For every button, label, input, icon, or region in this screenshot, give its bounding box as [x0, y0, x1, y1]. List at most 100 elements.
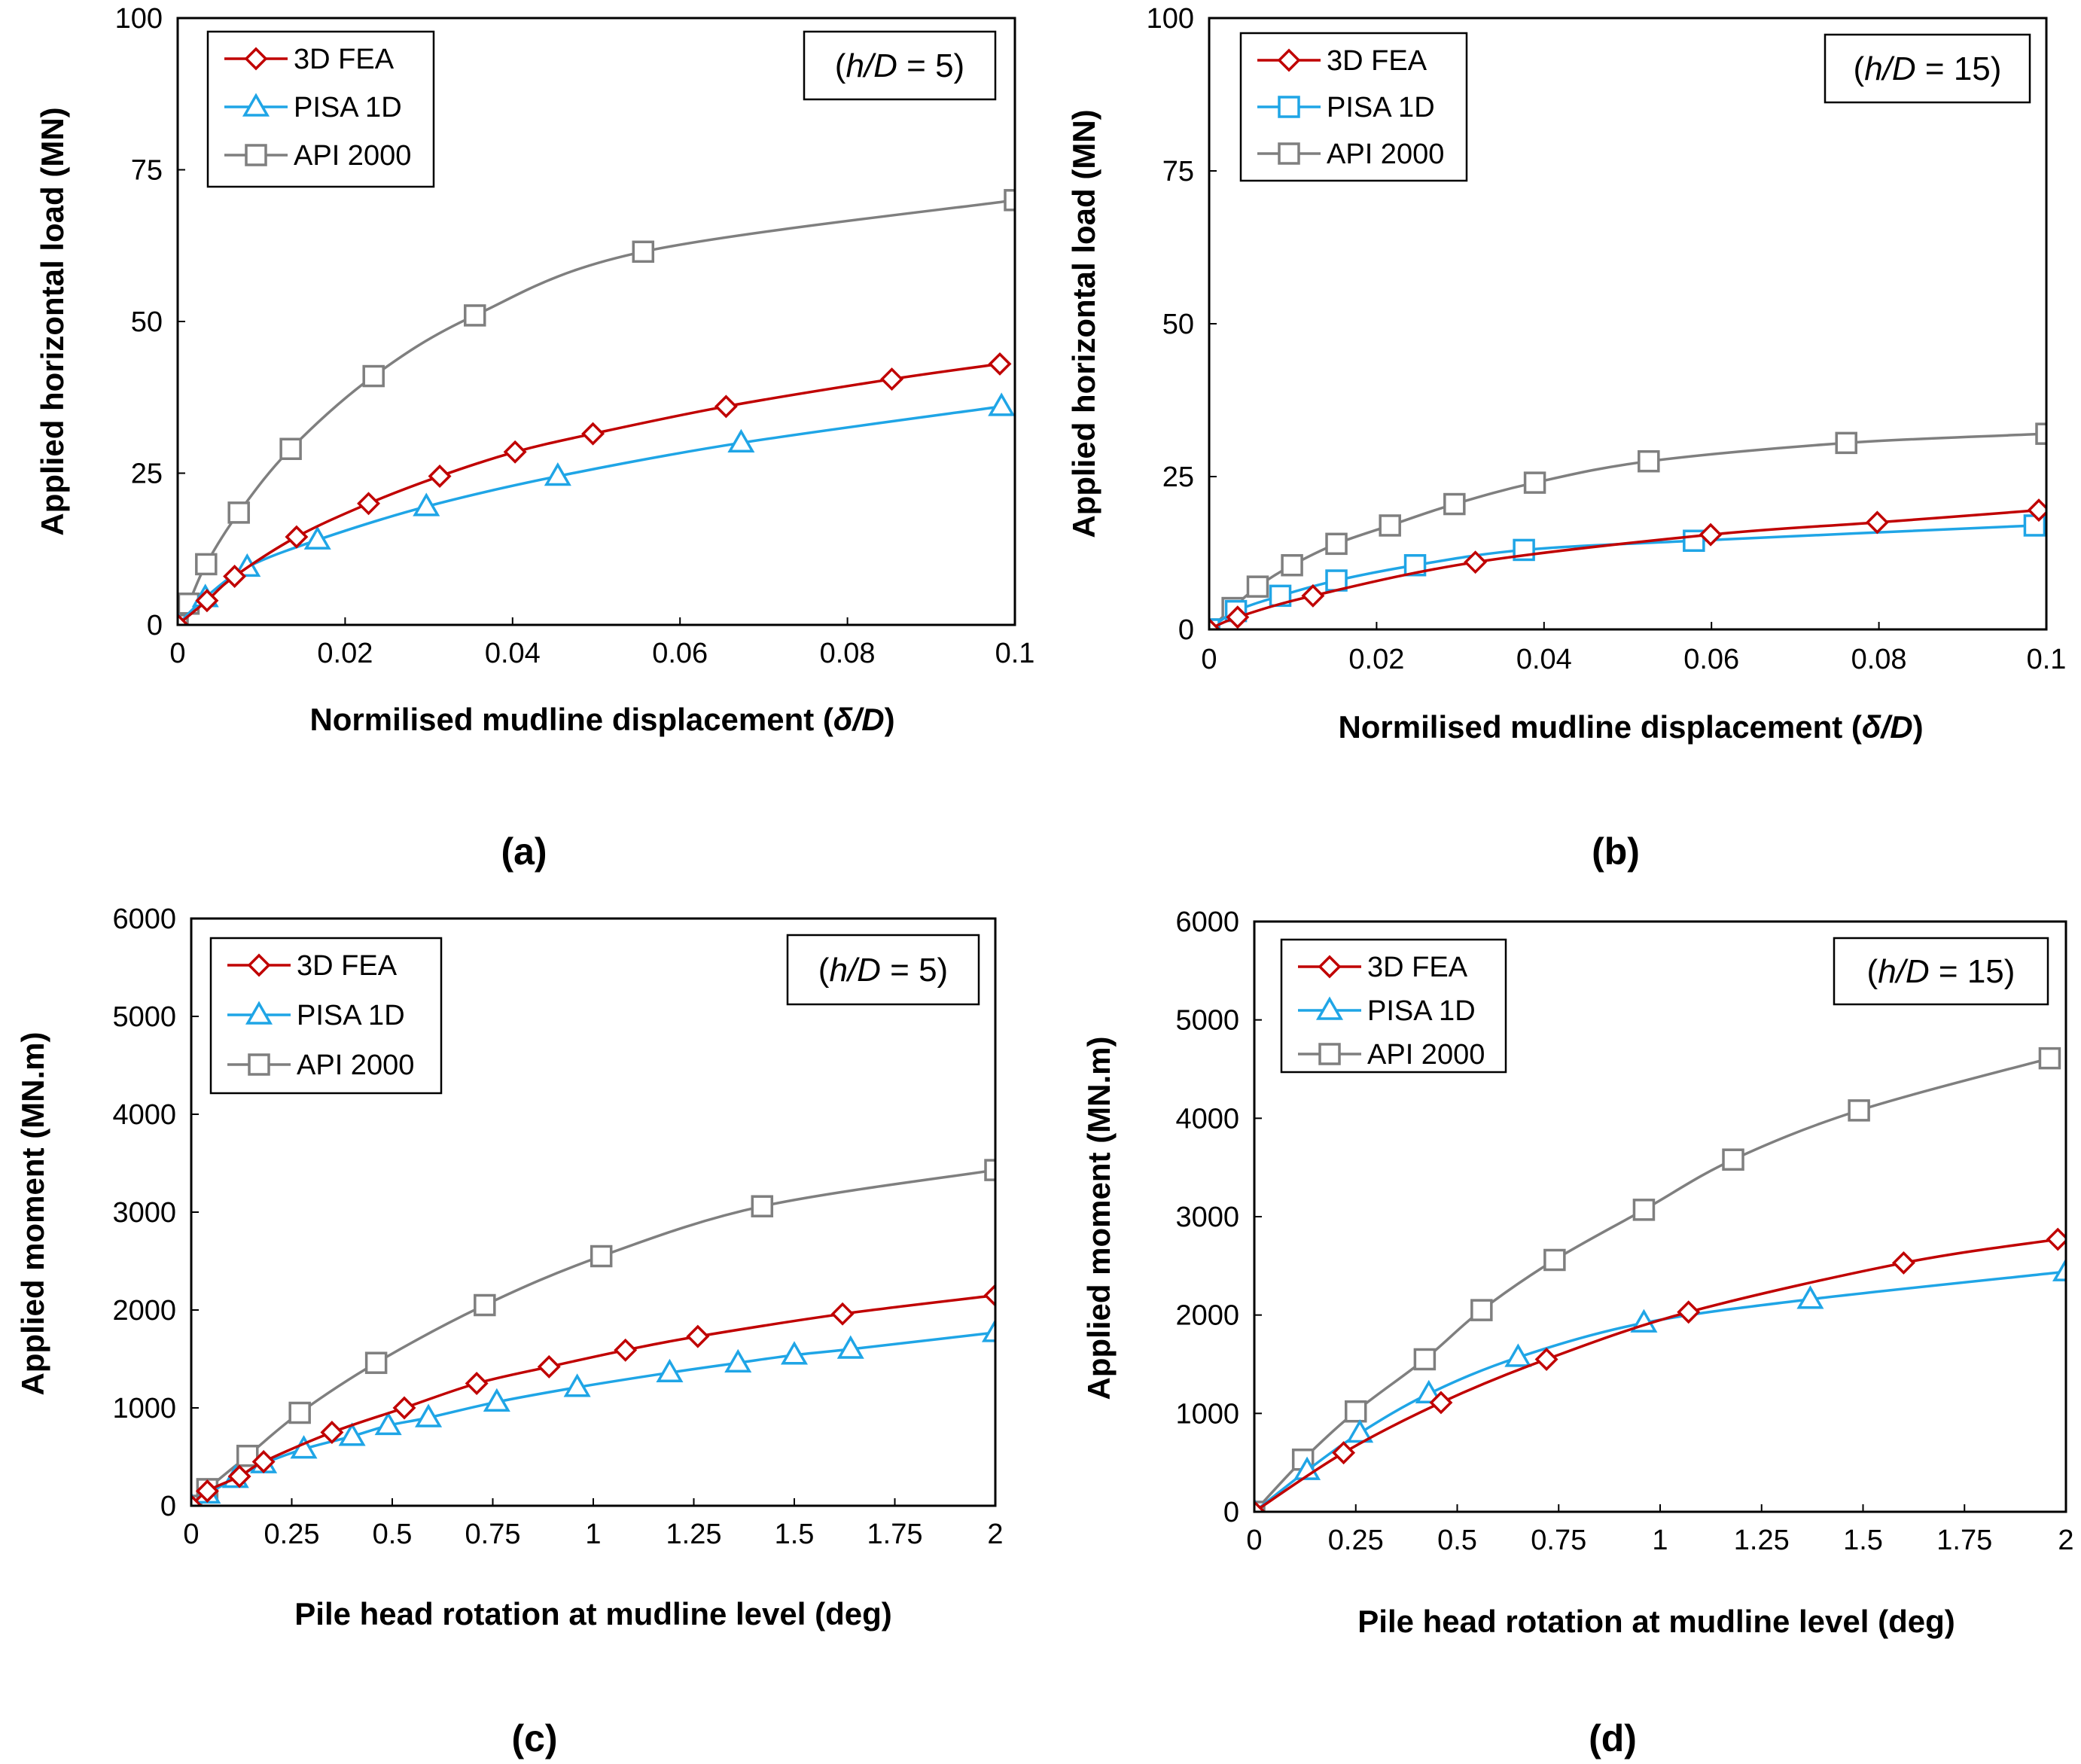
chart-panel-a: 0 25 50 75 100 0 0.02 0.04 0.06 0.08 0.1 Applied … — [35, 3, 1034, 873]
x-tick-label: 0.25 — [1328, 1525, 1384, 1556]
data-point — [357, 492, 381, 516]
data-point — [1470, 1299, 1493, 1321]
legend-box: 3D FEA PISA 1D API 2000 — [209, 937, 443, 1095]
legend-entry-3d-fea: 3D FEA — [1298, 952, 1468, 983]
data-point — [1464, 550, 1488, 574]
data-point — [780, 1341, 809, 1365]
x-tick-label: 1 — [585, 1519, 601, 1550]
series-pisa-1d — [1254, 1257, 2066, 1512]
data-point — [374, 1411, 402, 1436]
data-point — [563, 1373, 591, 1397]
data-point — [1699, 522, 1723, 547]
data-point — [288, 1401, 311, 1424]
data-point — [1413, 1348, 1437, 1371]
x-tick-label: 0 — [183, 1519, 199, 1550]
x-tick-labels: 0 0.25 0.5 0.75 1 1.25 1.5 1.75 2 — [1246, 1504, 2074, 1556]
data-point — [1291, 1448, 1315, 1471]
legend-label: PISA 1D — [1327, 92, 1435, 123]
data-point — [320, 1421, 344, 1444]
legend-label: API 2000 — [1367, 1039, 1485, 1071]
data-point — [727, 428, 755, 452]
data-point — [227, 501, 250, 524]
data-point — [1332, 1441, 1356, 1465]
x-axis-label: Pile head rotation at mudline level (deg… — [294, 1596, 891, 1631]
x-tick-label: 0.5 — [1437, 1525, 1477, 1556]
legend-label: 3D FEA — [1327, 45, 1427, 77]
x-tick-label: 0.5 — [373, 1519, 413, 1550]
legend-label: API 2000 — [297, 1050, 414, 1081]
legend-marker — [1278, 96, 1300, 118]
data-point — [503, 440, 527, 464]
x-tick-label: 1.75 — [867, 1519, 923, 1550]
y-tick-labels: 0 1000 2000 3000 4000 5000 6000 — [112, 903, 199, 1522]
legend-label: 3D FEA — [294, 44, 395, 75]
chart-panel-c: 0 1000 2000 3000 4000 5000 6000 0 0.25 0.5 0.75 1 1… — [15, 903, 1004, 1759]
data-point — [1346, 1418, 1374, 1443]
legend-marker — [242, 93, 270, 117]
legend-marker — [245, 1001, 273, 1025]
x-tick-label: 0.06 — [652, 638, 708, 669]
x-tick-labels: 0 0.02 0.04 0.06 0.08 0.1 — [169, 617, 1034, 669]
panel-label: (c) — [511, 1717, 557, 1759]
data-point — [714, 395, 738, 419]
series-api-2000 — [1209, 422, 2046, 629]
data-point — [1865, 510, 1889, 535]
legend-entry-api-2000: API 2000 — [1257, 139, 1444, 170]
y-tick-label: 0 — [147, 610, 163, 641]
data-point — [1325, 532, 1348, 556]
data-point — [465, 1372, 489, 1395]
series-pisa-1d — [191, 1318, 995, 1506]
x-tick-label: 0.04 — [485, 638, 541, 669]
legend-label: 3D FEA — [1367, 952, 1468, 983]
data-point — [581, 422, 605, 446]
data-point — [1523, 471, 1546, 494]
data-point — [544, 462, 571, 486]
x-tick-label: 0.1 — [995, 638, 1035, 669]
series-api-2000 — [178, 189, 1015, 625]
y-tick-label: 50 — [1162, 309, 1194, 340]
data-point — [1269, 584, 1292, 608]
data-point — [364, 1351, 388, 1374]
data-point — [279, 437, 302, 461]
data-point — [191, 1494, 203, 1506]
legend-entry-api-2000: API 2000 — [224, 140, 411, 172]
y-tick-label: 0 — [1223, 1497, 1239, 1528]
legend-box: 3D FEA PISA 1D API 2000 — [206, 30, 435, 188]
series-line-3d-fea — [191, 1293, 995, 1506]
data-point — [686, 1324, 710, 1348]
legend-entries: 3D FEA PISA 1D API 2000 — [1298, 952, 1485, 1071]
legend-entry-pisa-1d: PISA 1D — [1257, 92, 1435, 123]
x-tick-labels: 0 0.02 0.04 0.06 0.08 0.1 — [1201, 622, 2066, 675]
data-point — [2035, 422, 2046, 445]
y-tick-label: 2000 — [1175, 1300, 1239, 1332]
data-point — [1209, 617, 1221, 629]
legend-label: API 2000 — [294, 140, 411, 172]
data-point — [1632, 1199, 1656, 1221]
y-tick-label: 5000 — [1175, 1005, 1239, 1037]
data-point — [1835, 431, 1857, 455]
series-line-pisa-1d — [1209, 524, 2035, 629]
data-point — [1677, 1300, 1701, 1324]
data-point — [1379, 514, 1401, 537]
series-line-3d-fea — [1254, 1238, 2058, 1512]
x-tick-label: 0.75 — [465, 1519, 521, 1550]
y-axis-label: Applied horizontal load (MN) — [1066, 109, 1101, 538]
legend-entry-api-2000: API 2000 — [1298, 1039, 1485, 1071]
legend-box: 3D FEA PISA 1D API 2000 — [1280, 938, 1507, 1074]
x-tick-label: 0 — [169, 638, 185, 669]
legend-entry-pisa-1d: PISA 1D — [1298, 995, 1476, 1027]
legend-marker — [1318, 1043, 1341, 1065]
series-3d-fea — [1254, 1227, 2066, 1512]
series-line-api-2000 — [178, 199, 1015, 625]
data-point — [392, 1396, 416, 1420]
y-tick-label: 100 — [115, 3, 163, 35]
y-axis-label: Applied moment (MN.m) — [1081, 1037, 1117, 1400]
legend-label: PISA 1D — [297, 1000, 405, 1031]
data-point — [2046, 1227, 2066, 1251]
legend-label: API 2000 — [1327, 139, 1444, 170]
legend-entry-3d-fea: 3D FEA — [1257, 45, 1427, 77]
legend-entries: 3D FEA PISA 1D API 2000 — [227, 950, 414, 1081]
annotation-box: (h/D = 5) — [786, 934, 980, 1006]
data-point — [2052, 1257, 2066, 1281]
panel-label: (b) — [1592, 830, 1640, 873]
